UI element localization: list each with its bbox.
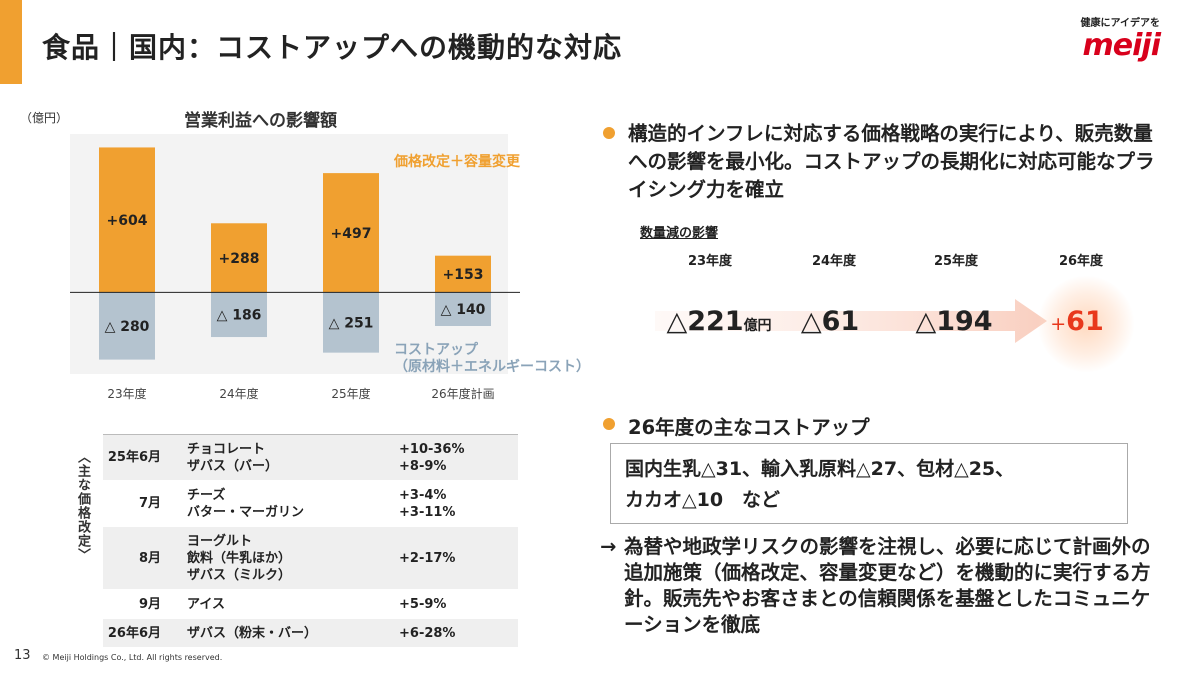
table-cell-month: 9月: [138, 596, 161, 612]
cost-breakdown-line2: カカオ△10 など: [625, 489, 781, 511]
volume-year: 25年度: [933, 254, 979, 269]
volume-year: 23年度: [687, 254, 733, 269]
price-table-side-label: 〈主な価格改定〉: [75, 450, 90, 562]
table-row: 26年6月 ザバス（粉末・バー） +6-28%: [103, 618, 518, 648]
title-accent-bar: [0, 0, 22, 84]
message-main-costs: 26年度の主なコストアップ: [628, 416, 870, 439]
bullet-dot: [603, 127, 615, 139]
volume-value: △194: [915, 306, 993, 337]
bar-price-revision: [211, 223, 267, 293]
bar-cost-up: [323, 292, 379, 353]
table-cell-rates: +3-4% +3-11%: [399, 487, 456, 520]
table-cell-rates: +2-17%: [399, 526, 518, 590]
table-cell-items: チーズ バター・マーガリン: [187, 487, 305, 520]
bullet-dot: [603, 418, 615, 430]
arrow-icon: →: [600, 535, 617, 558]
cost-breakdown-line1: 国内生乳△31、輸入乳原料△27、包材△25、: [625, 458, 1015, 480]
table-cell-rates: +10-36% +8-9%: [399, 434, 518, 481]
bar-price-revision: [435, 255, 491, 293]
cost-breakdown-box: 国内生乳△31、輸入乳原料△27、包材△25、 カカオ△10 など: [610, 443, 1128, 524]
chart-unit-label: （億円）: [20, 111, 69, 125]
x-tick-label: 26年度計画: [431, 386, 494, 401]
volume-trend-arrow: [655, 299, 1047, 343]
message-policy-text: 為替や地政学リスクの影響を注視し、必要に応じて計画外の追加施策（価格改定、容量変…: [624, 535, 1151, 636]
brand-tagline: 健康にアイデアを: [1080, 18, 1161, 29]
table-cell-month: 25年6月: [103, 434, 187, 481]
message-pricing-strategy: 構造的インフレに対応する価格戦略の実行により、販売数量への影響を最小化。コストア…: [628, 122, 1155, 201]
legend-cost-up-line2: （原材料＋エネルギーコスト）: [394, 359, 590, 375]
bar-cost-up: [435, 292, 491, 326]
legend-cost-up-line1: コストアップ: [394, 342, 478, 358]
message-policy: → 為替や地政学リスクの影響を注視し、必要に応じて計画外の追加施策（価格改定、容…: [600, 534, 1160, 638]
impact-bar-chart: +604 △ 280 23年度 +288 △ 186 24年度 +497 △ 251 25年度 +…: [70, 134, 520, 401]
data-label-cost: △ 186: [217, 308, 262, 324]
table-row: 25年6月 チョコレート ザバス（バー） +10-36% +8-9%: [103, 434, 518, 481]
page-number: 13: [14, 648, 31, 663]
volume-value: △221億円: [666, 306, 772, 337]
meiji-logo: meiji: [1082, 28, 1161, 63]
table-row: 9月 アイス +5-9%: [103, 590, 518, 619]
bar-cost-up: [211, 292, 267, 338]
table-cell-month: 7月: [138, 496, 161, 511]
chart-title: 営業利益への影響額: [184, 111, 337, 131]
x-tick-label: 23年度: [107, 386, 146, 401]
table-cell-month: 8月: [103, 526, 187, 590]
volume-year: 26年度: [1058, 254, 1104, 269]
table-cell-items: チョコレート ザバス（バー）: [187, 434, 399, 481]
data-label-cost: △ 251: [329, 316, 374, 332]
table-row: 7月 チーズ バター・マーガリン +3-4% +3-11%: [103, 481, 518, 527]
table-cell-rates: +5-9%: [399, 596, 447, 612]
volume-impact-title: 数量減の影響: [640, 226, 719, 241]
legend-price-revision: 価格改定＋容量変更: [394, 154, 520, 170]
table-cell-items: ヨーグルト 飲料（牛乳ほか） ザバス（ミルク）: [187, 526, 399, 590]
bar-price-revision: [99, 147, 155, 293]
copyright: © Meiji Holdings Co., Ltd. All rights re…: [42, 653, 223, 662]
bar-price-revision: [323, 173, 379, 293]
data-label-price: +288: [219, 251, 260, 267]
table-cell-items: アイス: [187, 596, 225, 612]
data-label-cost: △ 280: [105, 319, 150, 335]
volume-highlight-glow: [1038, 276, 1134, 372]
price-revision-table: 25年6月 チョコレート ザバス（バー） +10-36% +8-9% 7月 チーズ バター・マ…: [103, 434, 518, 648]
data-label-cost: △ 140: [441, 302, 486, 318]
x-tick-label: 24年度: [219, 386, 258, 401]
table-cell-items: ザバス（粉末・バー）: [187, 618, 399, 648]
data-label-price: +497: [331, 226, 372, 242]
x-tick-label: 25年度: [331, 386, 370, 401]
volume-value-positive: +61: [1050, 306, 1104, 337]
data-label-price: +153: [443, 267, 484, 283]
table-cell-month: 26年6月: [103, 618, 187, 648]
bar-cost-up: [99, 292, 155, 360]
volume-year: 24年度: [811, 254, 857, 269]
page-title: 食品｜国内：コストアップへの機動的な対応: [42, 31, 623, 64]
data-label-price: +604: [107, 213, 148, 229]
table-cell-rates: +6-28%: [399, 618, 518, 648]
table-row: 8月 ヨーグルト 飲料（牛乳ほか） ザバス（ミルク） +2-17%: [103, 526, 518, 590]
legend-cost-up: コストアップ （原材料＋エネルギーコスト）: [394, 342, 590, 376]
volume-value: △61: [800, 306, 860, 337]
